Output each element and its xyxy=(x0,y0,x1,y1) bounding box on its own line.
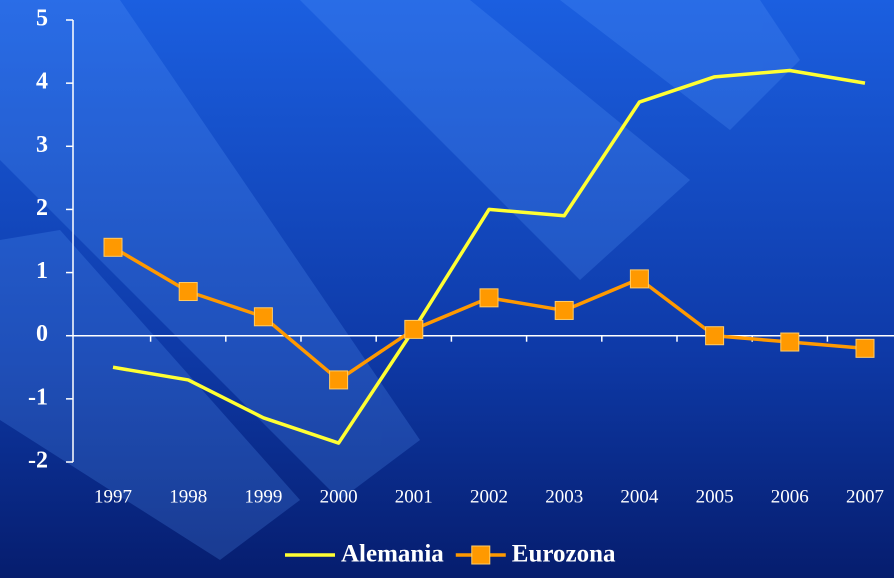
background-stripes xyxy=(0,0,800,560)
x-tick-label: 2002 xyxy=(470,486,508,507)
series-marker xyxy=(629,269,649,289)
y-tick-label: 0 xyxy=(36,321,48,347)
y-tick-label: -1 xyxy=(28,384,48,410)
series-line xyxy=(112,68,866,445)
x-tick-label: 2005 xyxy=(696,486,734,507)
y-tick-label: 2 xyxy=(36,195,48,221)
x-tick-label: 2003 xyxy=(545,486,583,507)
x-tick-label: 2000 xyxy=(320,486,358,507)
y-tick-label: 3 xyxy=(36,132,48,158)
legend-label: Eurozona xyxy=(512,541,616,568)
series-marker xyxy=(329,370,349,390)
y-tick-label: 1 xyxy=(36,258,48,284)
y-tick-label: -2 xyxy=(28,448,48,474)
x-tick-label: 1998 xyxy=(169,486,207,507)
series-marker xyxy=(780,332,800,352)
y-tick-label: 5 xyxy=(36,6,48,32)
x-tick-label: 2006 xyxy=(771,486,809,507)
legend-swatch-marker xyxy=(471,545,491,565)
series-marker xyxy=(103,237,123,257)
series-marker xyxy=(855,338,875,358)
x-tick-label: 2007 xyxy=(846,486,884,507)
series-marker xyxy=(479,288,499,308)
x-tick-label: 2001 xyxy=(395,486,433,507)
y-tick-label: 4 xyxy=(36,69,48,95)
legend-label: Alemania xyxy=(341,541,444,568)
series-marker xyxy=(554,300,574,320)
series-marker xyxy=(253,307,273,327)
x-tick-label: 1997 xyxy=(94,486,132,507)
legend: Alemania Eurozona xyxy=(285,541,616,568)
series-marker xyxy=(178,282,198,302)
x-tick-label: 1999 xyxy=(244,486,282,507)
series-marker xyxy=(705,326,725,346)
x-tick-label: 2004 xyxy=(620,486,659,507)
series-marker xyxy=(404,319,424,339)
